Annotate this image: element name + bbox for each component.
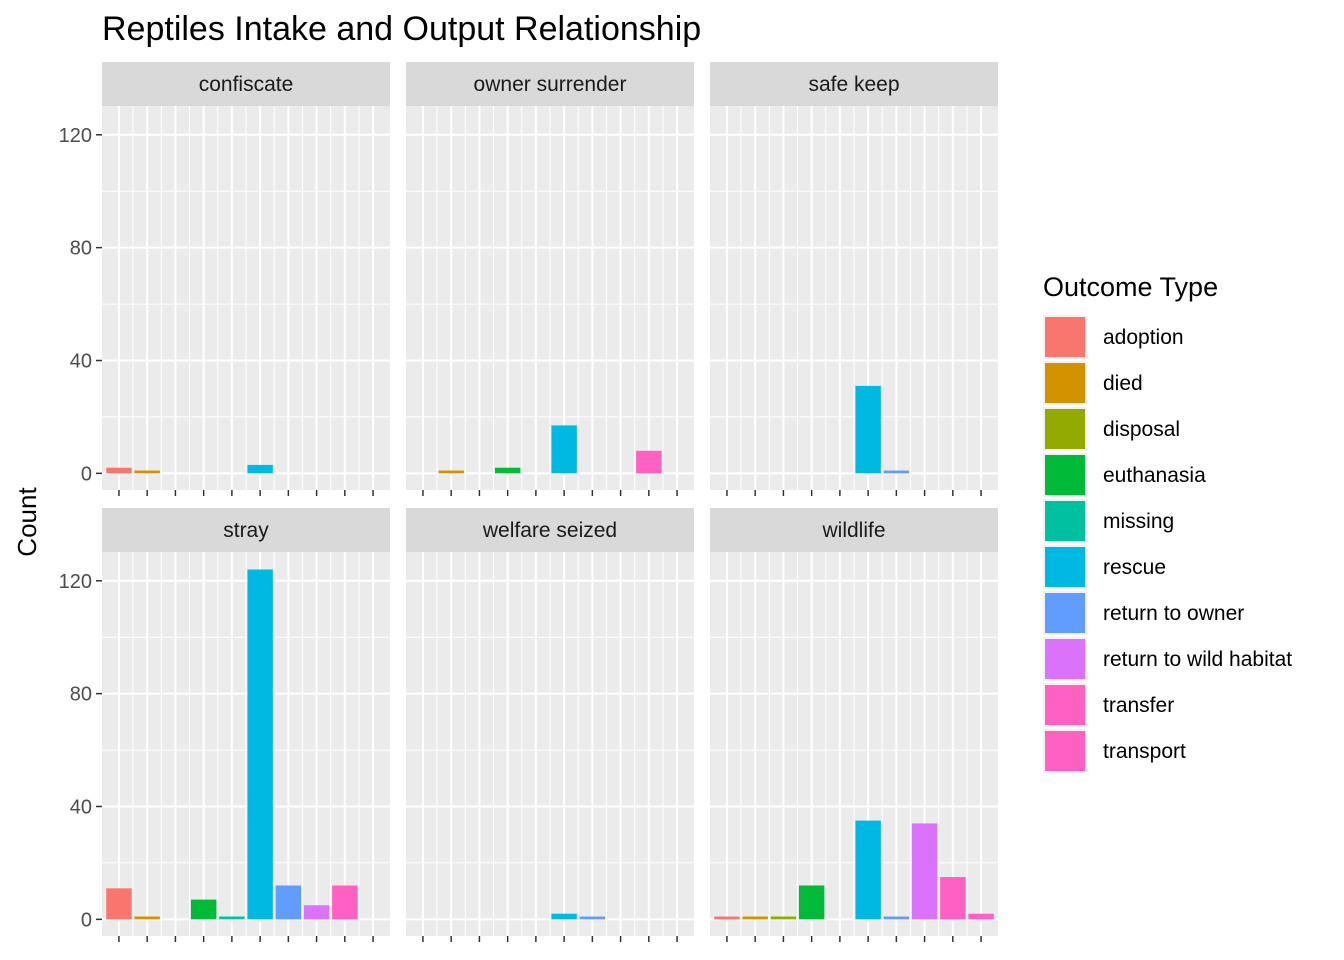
facet-strip bbox=[710, 62, 998, 106]
facet-strip bbox=[406, 62, 694, 106]
facet-panel: safe keep bbox=[710, 62, 998, 496]
legend-swatch bbox=[1045, 593, 1085, 633]
bar-transport bbox=[968, 913, 994, 920]
bar-died bbox=[438, 470, 464, 474]
legend-label: rescue bbox=[1103, 556, 1166, 579]
legend-swatch bbox=[1045, 685, 1085, 725]
legend-label: died bbox=[1103, 372, 1143, 395]
bar-euthanasia bbox=[190, 899, 217, 920]
bar-return-to-owner bbox=[883, 470, 910, 474]
y-tick-label: 80 bbox=[70, 684, 92, 706]
bar-rescue bbox=[855, 385, 881, 474]
facet-strip bbox=[102, 62, 390, 106]
bar-transfer bbox=[332, 885, 358, 920]
y-tick-label: 80 bbox=[70, 238, 92, 260]
y-tick-label: 120 bbox=[59, 125, 92, 147]
y-tick-label: 40 bbox=[70, 350, 92, 372]
legend: Outcome Type adoption died disposal euthana… bbox=[1043, 272, 1292, 773]
facet-panel: welfare seized bbox=[406, 508, 694, 942]
bar-return-to-wild-habitat bbox=[911, 823, 938, 920]
y-tick-label: 120 bbox=[59, 571, 92, 593]
bar-transfer bbox=[940, 877, 966, 920]
bar-return-to-wild-habitat bbox=[303, 905, 330, 920]
bar-euthanasia bbox=[798, 885, 825, 920]
bar-return-to-owner bbox=[275, 885, 302, 920]
legend-label: transport bbox=[1103, 740, 1186, 763]
bar-return-to-owner bbox=[883, 916, 910, 920]
facet-strip-label: owner surrender bbox=[474, 73, 627, 96]
bar-adoption bbox=[714, 916, 740, 920]
legend-item: transport bbox=[1043, 729, 1186, 773]
bar-rescue bbox=[551, 425, 577, 474]
legend-label: disposal bbox=[1103, 418, 1180, 441]
facet-strip bbox=[710, 508, 998, 552]
facet-strip bbox=[406, 508, 694, 552]
legend-item: return to owner bbox=[1043, 591, 1244, 635]
legend-swatch bbox=[1045, 317, 1085, 357]
legend-title: Outcome Type bbox=[1043, 272, 1218, 302]
facet-strip-label: confiscate bbox=[199, 73, 294, 96]
legend-item: return to wild habitat bbox=[1043, 637, 1292, 681]
bar-rescue bbox=[247, 569, 273, 920]
facet-strip-label: stray bbox=[223, 519, 269, 542]
legend-items: adoption died disposal euthanasia missing res… bbox=[1043, 315, 1292, 773]
legend-label: adoption bbox=[1103, 326, 1184, 349]
legend-label: transfer bbox=[1103, 694, 1174, 717]
y-tick-label: 0 bbox=[81, 909, 92, 931]
y-axis-label: Count bbox=[12, 487, 42, 557]
legend-item: adoption bbox=[1043, 315, 1184, 359]
y-tick-label: 40 bbox=[70, 796, 92, 818]
legend-label: euthanasia bbox=[1103, 464, 1206, 487]
legend-item: rescue bbox=[1043, 545, 1166, 589]
legend-item: euthanasia bbox=[1043, 453, 1206, 497]
bar-adoption bbox=[106, 888, 132, 920]
facet-strip-label: safe keep bbox=[808, 73, 899, 96]
bar-transfer bbox=[636, 450, 662, 474]
legend-swatch bbox=[1045, 547, 1085, 587]
facet-panel: wildlife bbox=[710, 508, 998, 942]
legend-swatch bbox=[1045, 363, 1085, 403]
legend-label: missing bbox=[1103, 510, 1174, 533]
legend-swatch bbox=[1045, 409, 1085, 449]
bar-adoption bbox=[106, 467, 132, 474]
facet-strip-label: wildlife bbox=[821, 519, 885, 542]
bar-return-to-owner bbox=[579, 916, 606, 920]
facet-panel: stray bbox=[102, 508, 390, 942]
facet-panels: confiscate owner surrender safe keep stray w… bbox=[102, 62, 998, 942]
bar-missing bbox=[219, 916, 245, 920]
legend-swatch bbox=[1045, 455, 1085, 495]
facet-strip-label: welfare seized bbox=[482, 519, 617, 542]
legend-swatch bbox=[1045, 639, 1085, 679]
legend-item: transfer bbox=[1043, 683, 1174, 727]
bar-disposal bbox=[770, 916, 797, 920]
facet-strip bbox=[102, 508, 390, 552]
legend-label: return to owner bbox=[1103, 602, 1244, 625]
legend-label: return to wild habitat bbox=[1103, 648, 1292, 671]
bar-died bbox=[134, 916, 160, 920]
legend-item: disposal bbox=[1043, 407, 1180, 451]
legend-item: missing bbox=[1043, 499, 1174, 543]
bar-died bbox=[134, 470, 160, 474]
chart-title: Reptiles Intake and Output Relationship bbox=[102, 10, 701, 48]
bar-rescue bbox=[247, 464, 273, 474]
facet-panel: confiscate bbox=[102, 62, 390, 496]
bar-died bbox=[742, 916, 768, 920]
bar-euthanasia bbox=[494, 467, 521, 474]
legend-item: died bbox=[1043, 361, 1143, 405]
y-axes: 0 40 80 120 0 40 80 120 bbox=[59, 125, 102, 931]
facet-panel: owner surrender bbox=[406, 62, 694, 496]
bar-rescue bbox=[855, 820, 881, 920]
legend-swatch bbox=[1045, 731, 1085, 771]
bar-rescue bbox=[551, 913, 577, 920]
y-tick-label: 0 bbox=[81, 463, 92, 485]
legend-swatch bbox=[1045, 501, 1085, 541]
